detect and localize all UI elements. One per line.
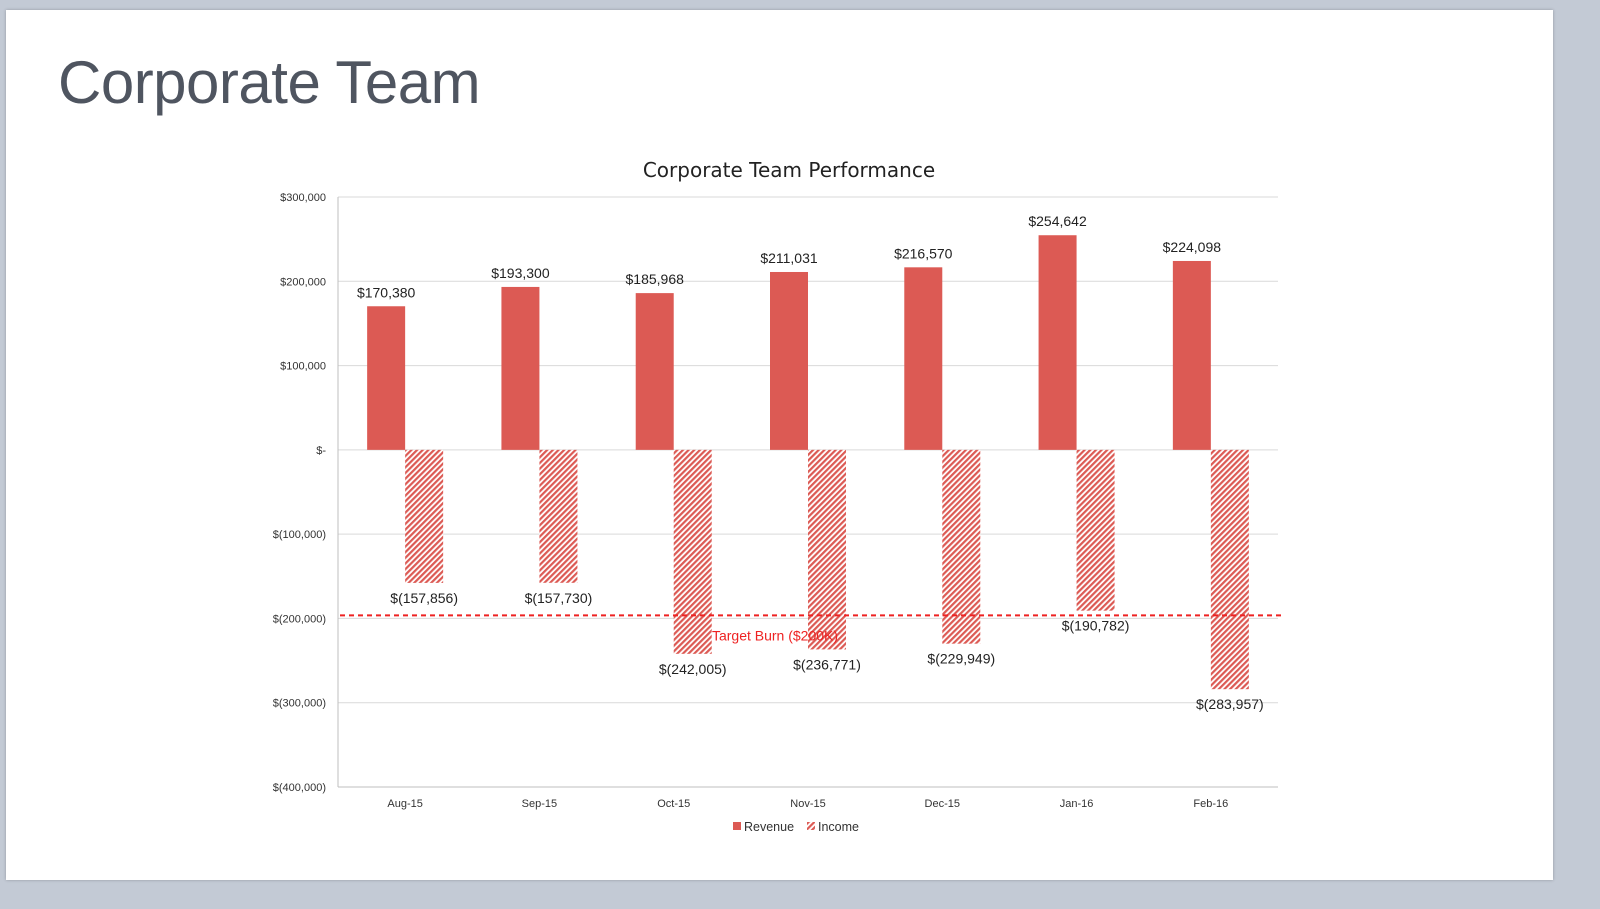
income-bar: [942, 449, 981, 644]
x-tick-label: Aug-15: [387, 798, 422, 810]
revenue-data-label: $170,380: [357, 284, 416, 300]
y-tick-label: $(100,000): [273, 529, 326, 541]
x-tick-label: Oct-15: [657, 798, 690, 810]
income-data-label: $(157,730): [525, 590, 593, 606]
revenue-data-label: $254,642: [1028, 213, 1087, 229]
legend-revenue-label: Revenue: [744, 820, 794, 834]
income-data-label: $(242,005): [659, 661, 727, 677]
income-data-label: $(229,949): [927, 651, 995, 667]
legend-income-swatch: [807, 822, 815, 830]
revenue-bar: [1172, 260, 1211, 450]
revenue-data-label: $216,570: [894, 245, 953, 261]
revenue-bar: [770, 271, 808, 450]
y-tick-label: $(400,000): [273, 782, 326, 794]
x-tick-label: Nov-15: [790, 798, 825, 810]
income-bar: [405, 449, 444, 583]
x-tick-label: Jan-16: [1060, 798, 1094, 810]
revenue-bar: [635, 293, 674, 450]
income-bar: [539, 449, 578, 583]
y-tick-label: $100,000: [280, 361, 326, 373]
y-tick-label: $(200,000): [273, 613, 326, 625]
y-tick-label: $200,000: [280, 276, 326, 288]
income-bar: [1210, 449, 1249, 690]
income-bar: [808, 449, 846, 650]
x-tick-label: Sep-15: [522, 798, 557, 810]
income-bar: [673, 449, 712, 654]
target-burn-label: Target Burn ($200K): [712, 627, 838, 643]
revenue-bar: [1038, 235, 1077, 450]
income-data-label: $(283,957): [1196, 696, 1264, 712]
revenue-bar: [367, 306, 406, 450]
slide-title: Corporate Team: [58, 49, 481, 116]
revenue-data-label: $211,031: [760, 250, 818, 266]
legend-revenue-swatch: [733, 822, 741, 830]
revenue-data-label: $193,300: [491, 265, 550, 281]
y-tick-label: $300,000: [280, 192, 326, 204]
revenue-bar: [501, 286, 540, 450]
income-data-label: $(236,771): [793, 656, 861, 672]
income-bar: [1076, 449, 1115, 611]
legend-income-label: Income: [818, 820, 859, 834]
income-data-label: $(157,856): [390, 590, 458, 606]
x-tick-label: Dec-15: [925, 798, 960, 810]
legend: Revenue Income: [733, 820, 859, 834]
y-tick-label: $-: [316, 445, 326, 457]
x-tick-label: Feb-16: [1193, 798, 1228, 810]
chart-title: Corporate Team Performance: [643, 158, 935, 182]
revenue-data-label: $185,968: [626, 271, 685, 287]
revenue-bar: [904, 267, 943, 450]
income-data-label: $(190,782): [1062, 618, 1130, 634]
y-tick-label: $(300,000): [273, 698, 326, 710]
revenue-data-label: $224,098: [1163, 239, 1222, 255]
